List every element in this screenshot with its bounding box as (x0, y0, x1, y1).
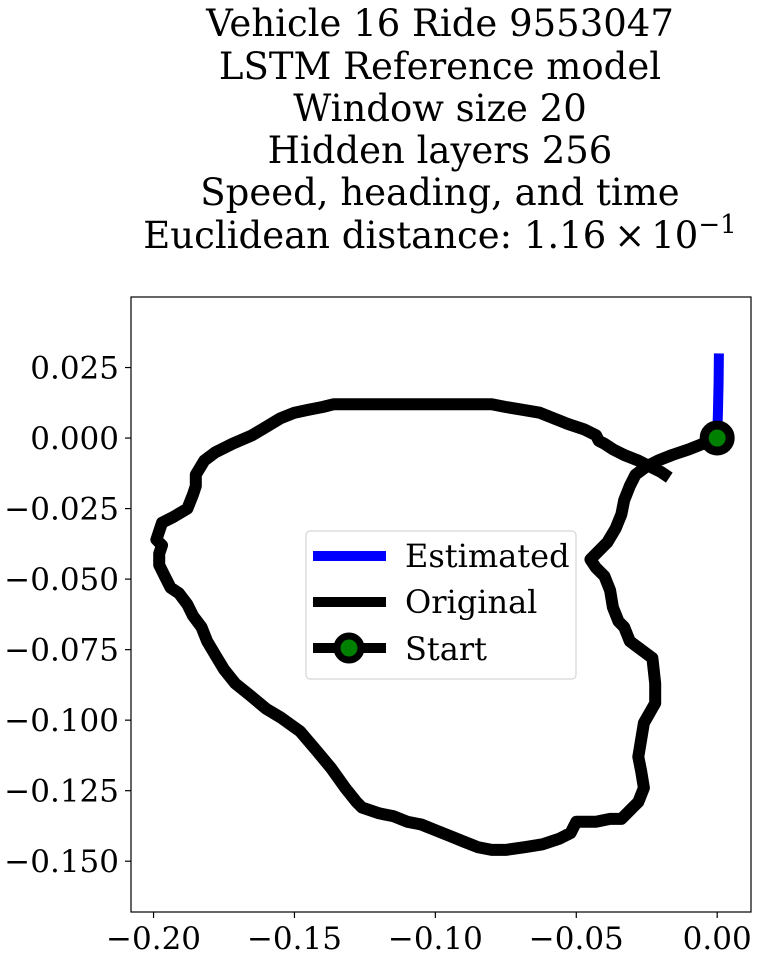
title-line-4: Hidden layers 256 (268, 129, 613, 172)
y-axis: 0.025 0.000 −0.025 −0.050 −0.075 −0.100 −0.125… (4, 351, 131, 880)
series-start-marker (699, 420, 735, 456)
y-tick-label: −0.025 (4, 492, 119, 528)
title-line-2: LSTM Reference model (219, 45, 661, 88)
x-tick-label: −0.05 (529, 921, 624, 957)
legend-frame (305, 530, 577, 680)
y-tick-label: −0.125 (4, 774, 119, 810)
series-original-line (150, 398, 720, 856)
title-line-metric: Euclidean distance: 1.16 × 10−1 (143, 210, 736, 257)
x-tick-label: 0.00 (683, 921, 752, 957)
legend-label-original: Original (405, 583, 537, 621)
chart-title: Vehicle 16 Ride 9553047 LSTM Reference m… (143, 2, 736, 257)
x-axis: −0.20 −0.15 −0.10 −0.05 0.00 (106, 912, 752, 957)
title-metric-base: 10 (651, 214, 698, 257)
x-tick-label: −0.10 (388, 921, 483, 957)
x-tick-label: −0.15 (247, 921, 342, 957)
legend-swatch-start-marker (333, 632, 365, 664)
legend-label-estimated: Estimated (405, 537, 570, 575)
y-tick-label: 0.000 (30, 421, 119, 457)
title-metric-times: × (614, 214, 645, 257)
title-line-1: Vehicle 16 Ride 9553047 (205, 2, 674, 45)
y-tick-label: −0.150 (4, 844, 119, 880)
title-metric-exponent: −1 (698, 210, 736, 240)
y-tick-label: −0.100 (4, 703, 119, 739)
title-line-3: Window size 20 (293, 87, 587, 130)
legend: Estimated Original Start (305, 530, 577, 680)
x-tick-label: −0.20 (106, 921, 201, 957)
title-metric-label: Euclidean distance: 1.16 (143, 214, 606, 257)
y-tick-label: 0.025 (30, 351, 119, 387)
title-line-5: Speed, heading, and time (200, 171, 679, 214)
legend-label-start: Start (405, 630, 487, 668)
series-layer (150, 353, 735, 856)
y-tick-label: −0.075 (4, 633, 119, 669)
y-tick-label: −0.050 (4, 562, 119, 598)
